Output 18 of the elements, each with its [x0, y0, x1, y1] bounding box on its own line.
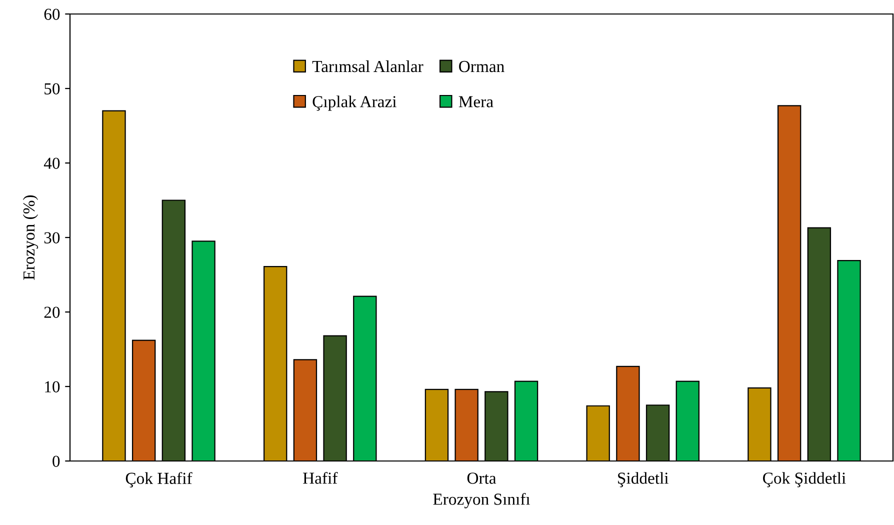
x-tick-label: Hafif [303, 472, 338, 484]
y-tick-label: 0 [52, 456, 60, 467]
y-axis-title: Erozyon (%) [22, 195, 38, 280]
x-tick-label: Çok Şiddetli [763, 472, 846, 488]
x-axis-title: Erozyon Sınıfı [433, 492, 530, 508]
y-tick-label: 20 [44, 306, 60, 318]
y-tick-label: 10 [45, 381, 60, 392]
legend-label: Mera [458, 96, 494, 108]
x-tick-label: Orta [467, 472, 496, 484]
y-tick-label: 50 [44, 83, 60, 94]
legend-label: Çıplak Arazi [312, 96, 396, 111]
y-tick-label: 60 [44, 8, 60, 20]
x-tick-label: Şiddetli [618, 472, 668, 488]
y-tick-label: 30 [44, 232, 60, 244]
legend-label: Orman [459, 60, 504, 72]
x-tick-label: Çok Hafif [126, 472, 192, 488]
y-tick-label: 40 [44, 158, 60, 169]
legend-label: Tarımsal Alanlar [312, 60, 424, 72]
